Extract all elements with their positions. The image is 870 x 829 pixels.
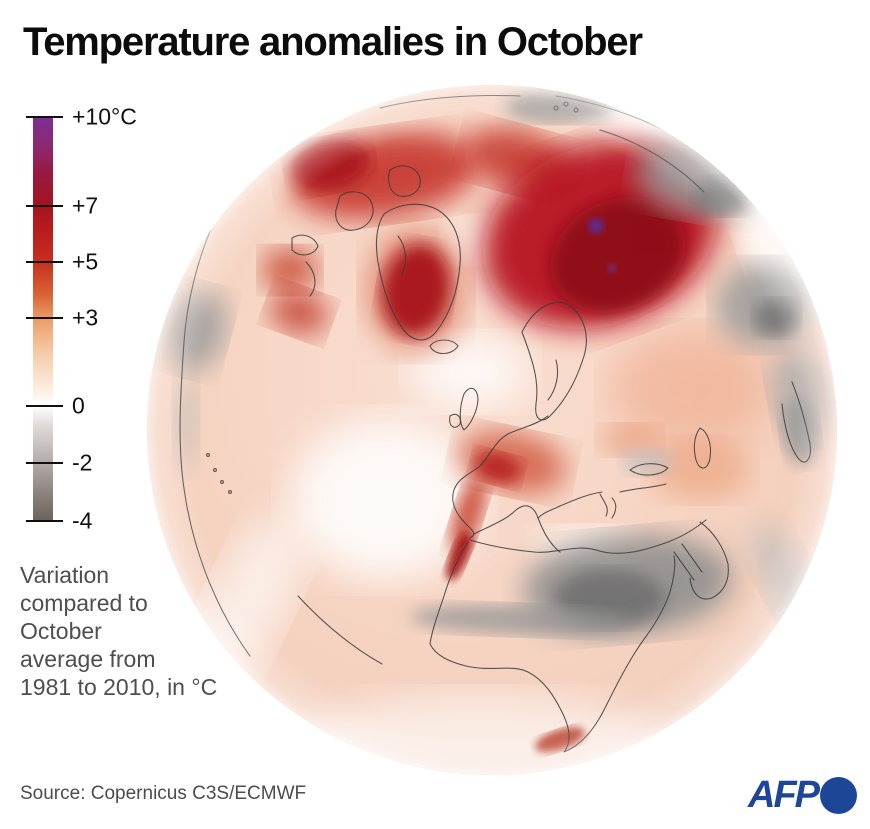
caption-line: compared to	[20, 590, 148, 616]
tick-line	[26, 520, 63, 523]
caption-line: 1981 to 2010, in °C	[20, 674, 218, 700]
globe-rim-fade	[147, 85, 837, 775]
scale-tick-label: +7	[72, 192, 99, 219]
scale-tick-label: +5	[72, 248, 99, 275]
afp-logo: AFP	[748, 774, 857, 817]
tick-line	[26, 261, 63, 264]
afp-logo-dot	[820, 777, 857, 814]
scale-tick-label: 0	[72, 392, 85, 419]
caption-line: Variation	[20, 562, 110, 588]
tick-line	[26, 205, 63, 208]
caption: Variation compared to October average fr…	[20, 561, 217, 701]
afp-logo-text: AFP	[748, 774, 820, 816]
scale-tick-label: -2	[72, 449, 93, 476]
source-credit: Source: Copernicus C3S/ECMWF	[20, 783, 307, 804]
page-title: Temperature anomalies in October	[23, 20, 643, 64]
caption-line: average from	[20, 646, 156, 672]
scale-tick-label: +10°C	[72, 103, 137, 130]
tick-line	[26, 116, 63, 119]
tick-line	[26, 317, 63, 320]
caption-line: October	[20, 618, 102, 644]
tick-line	[26, 405, 63, 408]
scale-tick-label: +3	[72, 304, 99, 331]
scale-tick-label: -4	[72, 507, 93, 534]
color-scale-legend: +10°C +7 +5 +3 0 -2 -4	[26, 104, 176, 534]
tick-line	[26, 462, 63, 465]
